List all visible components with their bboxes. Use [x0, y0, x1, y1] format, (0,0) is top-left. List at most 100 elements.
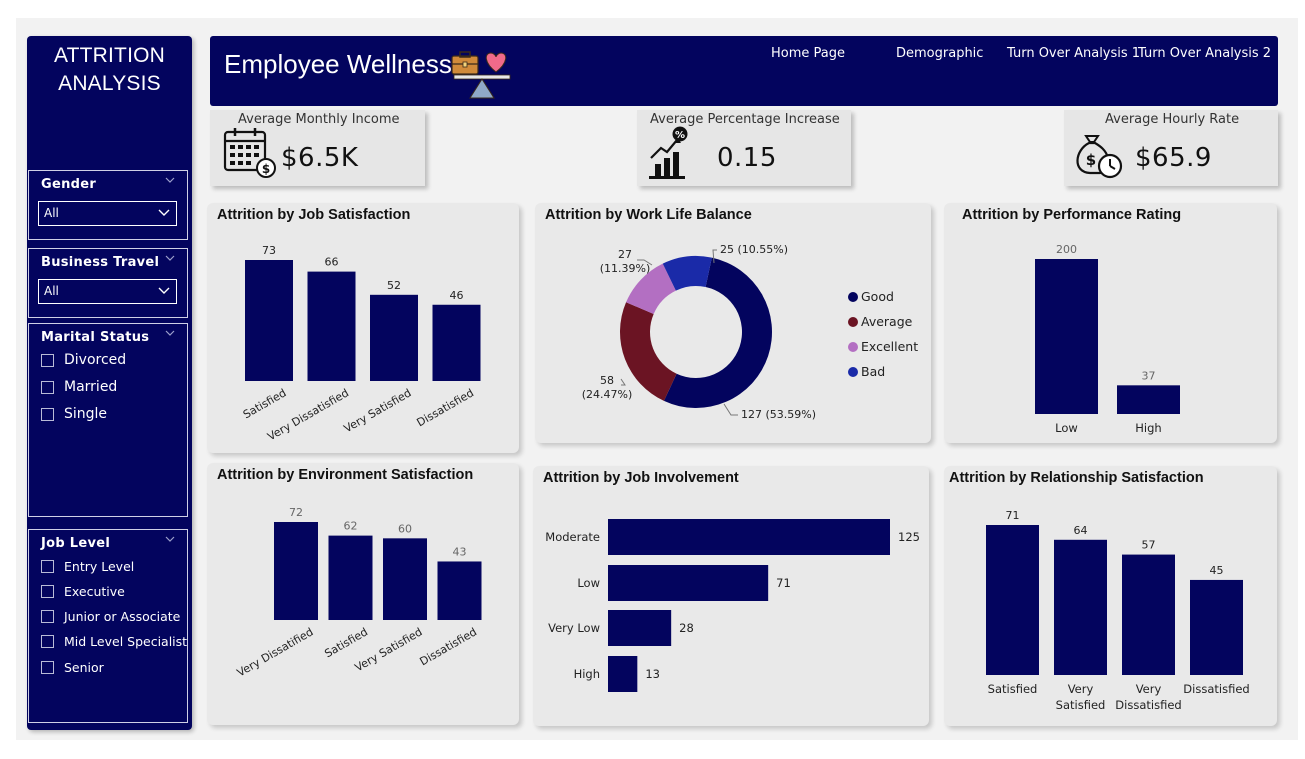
data-label: 127 (53.59%) [741, 408, 816, 421]
checkbox[interactable] [41, 661, 54, 674]
data-label: 73 [262, 244, 276, 257]
job-level-option-entry[interactable]: Entry Level [41, 559, 134, 574]
chevron-down-icon[interactable] [165, 328, 175, 338]
job-level-option-junior[interactable]: Junior or Associate [41, 609, 180, 624]
panel-relationship-satisfaction: Attrition by Relationship Satisfaction 7… [944, 466, 1277, 726]
donut-slice [662, 256, 712, 291]
kpi-card-hourly-rate: Average Hourly Rate $ $65.9 [1064, 110, 1278, 186]
kpi-value: $65.9 [1135, 143, 1212, 173]
bar [608, 565, 769, 601]
page-title: Employee Wellness [224, 49, 452, 79]
panel-work-life-balance: Attrition by Work Life Balance 127 (53.5… [535, 203, 931, 443]
nav-turn-over-analysis-2[interactable]: Turn Over Analysis 2 [1138, 46, 1272, 61]
bar [307, 271, 356, 381]
checkbox[interactable] [41, 407, 54, 421]
donut-slice [663, 257, 773, 408]
option-label: Junior or Associate [64, 609, 181, 624]
chart-title: Attrition by Relationship Satisfaction [949, 470, 1204, 486]
option-label: Mid Level Specialist [64, 634, 188, 649]
kpi-card-monthly-income: Average Monthly Income $ $6.5K [210, 110, 425, 186]
nav-demographic[interactable]: Demographic [896, 46, 984, 61]
marital-option-married[interactable]: Married [41, 379, 117, 395]
data-label: 25 (10.55%) [720, 243, 788, 256]
option-label: Single [64, 406, 108, 422]
checkbox[interactable] [41, 353, 54, 367]
chart-title: Attrition by Performance Rating [962, 207, 1182, 223]
data-label: 72 [289, 506, 303, 519]
bar [1035, 259, 1098, 414]
checkbox[interactable] [41, 635, 54, 648]
bar [1190, 579, 1243, 675]
job-level-option-senior[interactable]: Senior [41, 660, 104, 675]
relationship-satisfaction-chart: 71 Satisfied 64 Very Satisfied 57 Very Dissatis… [986, 509, 1250, 712]
legend-marker [848, 342, 858, 352]
nav-home-page[interactable]: Home Page [771, 46, 845, 61]
data-label: 45 [1210, 564, 1224, 577]
axis-label: Satisfied [988, 682, 1038, 696]
axis-label: High [574, 667, 600, 681]
marital-option-divorced[interactable]: Divorced [41, 352, 126, 368]
bar [1117, 385, 1180, 414]
bar [383, 538, 427, 620]
job-level-option-mid[interactable]: Mid Level Specialist [41, 634, 187, 649]
checkbox[interactable] [41, 585, 54, 598]
option-label: Senior [64, 660, 104, 675]
data-label: 13 [645, 667, 660, 681]
axis-label: Very Dissatisfied [1115, 682, 1181, 712]
axis-label: Very Dissatified [235, 625, 316, 679]
data-label: 71 [776, 576, 791, 590]
job-level-option-executive[interactable]: Executive [41, 584, 125, 599]
axis-label: Very Low [548, 621, 600, 635]
nav-turn-over-analysis-1[interactable]: Turn Over Analysis 1 [1007, 46, 1141, 61]
bar [608, 519, 890, 555]
legend-label: Bad [861, 364, 885, 379]
report-title: ATTRITION ANALYSIS [53, 44, 166, 95]
bar [274, 522, 318, 620]
bar [1122, 554, 1175, 675]
option-label: Married [64, 379, 118, 395]
axis-label: Very Satisfied [1056, 682, 1106, 712]
axis-label: Satisfied [322, 625, 370, 660]
legend-label: Excellent [861, 339, 918, 354]
business-travel-dropdown[interactable]: All [38, 279, 177, 304]
leader-line [620, 378, 626, 386]
chevron-down-icon[interactable] [165, 534, 175, 544]
legend-marker [848, 367, 858, 377]
axis-label: Very Satisfied [342, 386, 414, 435]
data-label: 64 [1074, 524, 1088, 537]
axis-label: Satisfied [241, 386, 289, 421]
axis-label: Dissatisfied [1183, 682, 1249, 696]
bar [608, 610, 672, 646]
chart-title: Attrition by Job Satisfaction [217, 207, 411, 223]
percentage-chart-icon: % [649, 126, 688, 179]
bar [608, 656, 638, 692]
job-level-slicer: Job Level Entry Level Executive Junior o… [28, 529, 188, 723]
option-label: Executive [64, 584, 125, 599]
bar [986, 525, 1039, 675]
axis-label: Moderate [545, 530, 600, 544]
chevron-down-icon[interactable] [165, 253, 175, 263]
job-involvement-chart: Moderate 125 Low 71 Very Low 28 High 13 [545, 519, 920, 692]
business-travel-slicer-title: Business Travel [41, 255, 160, 270]
bar [1054, 539, 1107, 675]
axis-label: Low [1055, 421, 1078, 435]
chevron-down-icon[interactable] [165, 175, 175, 185]
data-label: 57 [1142, 539, 1156, 552]
legend-label: Average [861, 314, 913, 329]
checkbox[interactable] [41, 610, 54, 623]
checkbox[interactable] [41, 560, 54, 573]
data-label: 125 [898, 530, 920, 544]
calendar-money-icon: $ [223, 128, 276, 178]
leader-line [712, 249, 717, 264]
panel-performance-rating: Attrition by Performance Rating 200 Low 37… [944, 203, 1277, 443]
gender-dropdown[interactable]: All [38, 201, 177, 226]
marital-status-slicer: Marital Status Divorced Married Single [28, 323, 188, 517]
gender-slicer: Gender All [28, 170, 188, 240]
header-bar: Employee Wellness Home Page Demographic … [210, 36, 1278, 106]
bar [437, 561, 482, 620]
kpi-value: 0.15 [717, 143, 777, 173]
checkbox[interactable] [41, 380, 54, 394]
marital-option-single[interactable]: Single [41, 406, 107, 422]
data-label: 52 [387, 279, 401, 292]
